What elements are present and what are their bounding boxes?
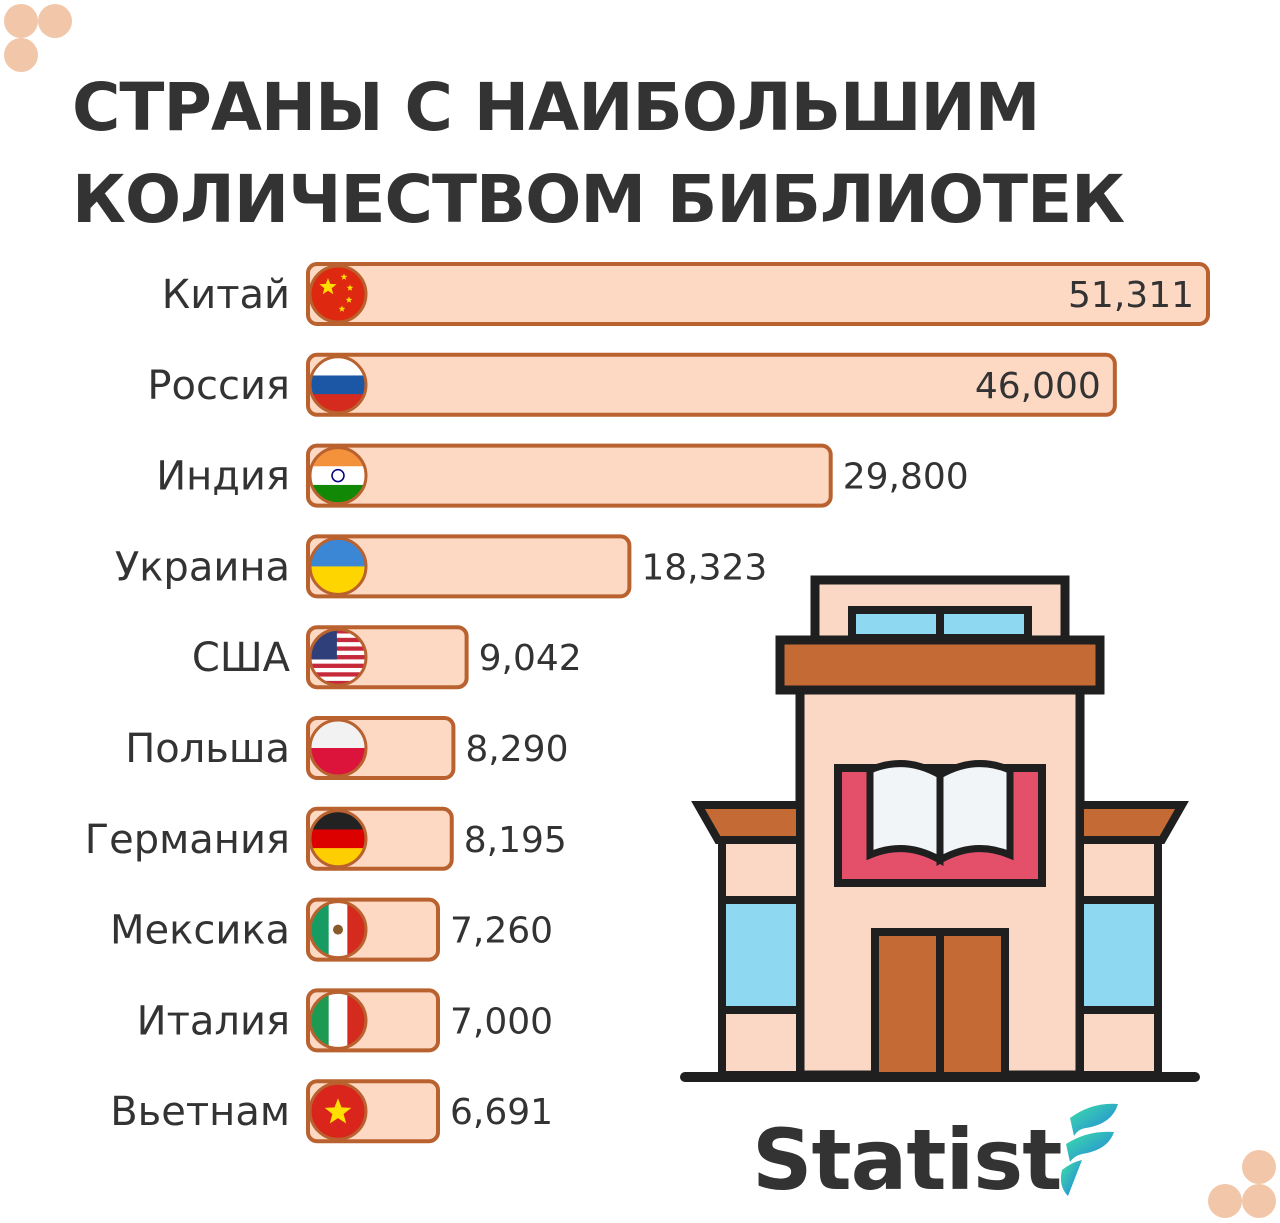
category-label: Германия [85,817,290,863]
category-label: Украина [115,544,290,590]
usa-flag-icon [310,629,366,686]
value-label: 51,311 [1068,275,1194,316]
decor-dot [4,4,38,38]
value-label: 46,000 [975,366,1101,407]
value-label: 7,000 [450,1001,553,1042]
library-building-icon [680,575,1200,1082]
bar-row: США 9,042 [192,625,582,690]
value-label: 8,195 [464,820,567,861]
vietnam-flag-icon [310,1083,366,1140]
value-label: 29,800 [843,457,969,498]
value-label: 9,042 [479,638,582,679]
bar-row: Индия 29,800 [156,443,969,508]
decor-dot [1242,1184,1276,1218]
category-label: Индия [156,454,290,500]
decor-dot [38,4,72,38]
bar [306,443,833,508]
bar-row: Мексика 7,260 [110,897,553,962]
bar-row: Германия 8,195 [85,806,567,871]
value-label: 8,290 [465,729,568,770]
category-label: Россия [147,363,290,409]
decor-dot [1208,1184,1242,1218]
bar-row: Украина 18,323 [115,534,767,599]
value-label: 18,323 [641,547,767,588]
value-label: 6,691 [450,1092,553,1133]
bar-row: Вьетнам 6,691 [110,1079,553,1144]
page-title-line-2: КОЛИЧЕСТВОМ БИБЛИОТЕК [72,161,1125,238]
category-label: Польша [125,726,290,772]
bar [306,534,632,599]
category-label: Китай [162,272,290,318]
bar-row: Польша 8,290 [125,716,568,780]
decor-dot [4,38,38,72]
china-flag-icon [310,266,366,322]
decor-dot [1242,1150,1276,1184]
statist-logo-icon [1060,1103,1118,1196]
category-label: США [192,635,291,681]
category-label: Вьетнам [110,1089,290,1135]
brand-name: Statist [752,1111,1062,1209]
bar-row: Италия 7,000 [137,988,553,1053]
category-label: Мексика [110,908,290,954]
bar-row: Россия 46,000 [147,352,1117,417]
bar-row: Китай 51,311 [162,262,1210,326]
bar [306,352,1117,417]
page-title-line-1: СТРАНЫ С НАИБОЛЬШИМ [72,69,1040,146]
category-label: Италия [137,998,290,1044]
value-label: 7,260 [450,911,553,952]
page-title: СТРАНЫ С НАИБОЛЬШИМ КОЛИЧЕСТВОМ БИБЛИОТЕ… [72,62,1222,246]
bar [306,262,1210,326]
